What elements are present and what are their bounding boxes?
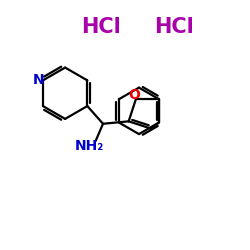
Text: N: N [33, 74, 44, 88]
Text: NH₂: NH₂ [75, 139, 104, 153]
Text: HCl: HCl [154, 17, 194, 37]
Text: O: O [129, 88, 140, 102]
Text: HCl: HCl [81, 17, 120, 37]
